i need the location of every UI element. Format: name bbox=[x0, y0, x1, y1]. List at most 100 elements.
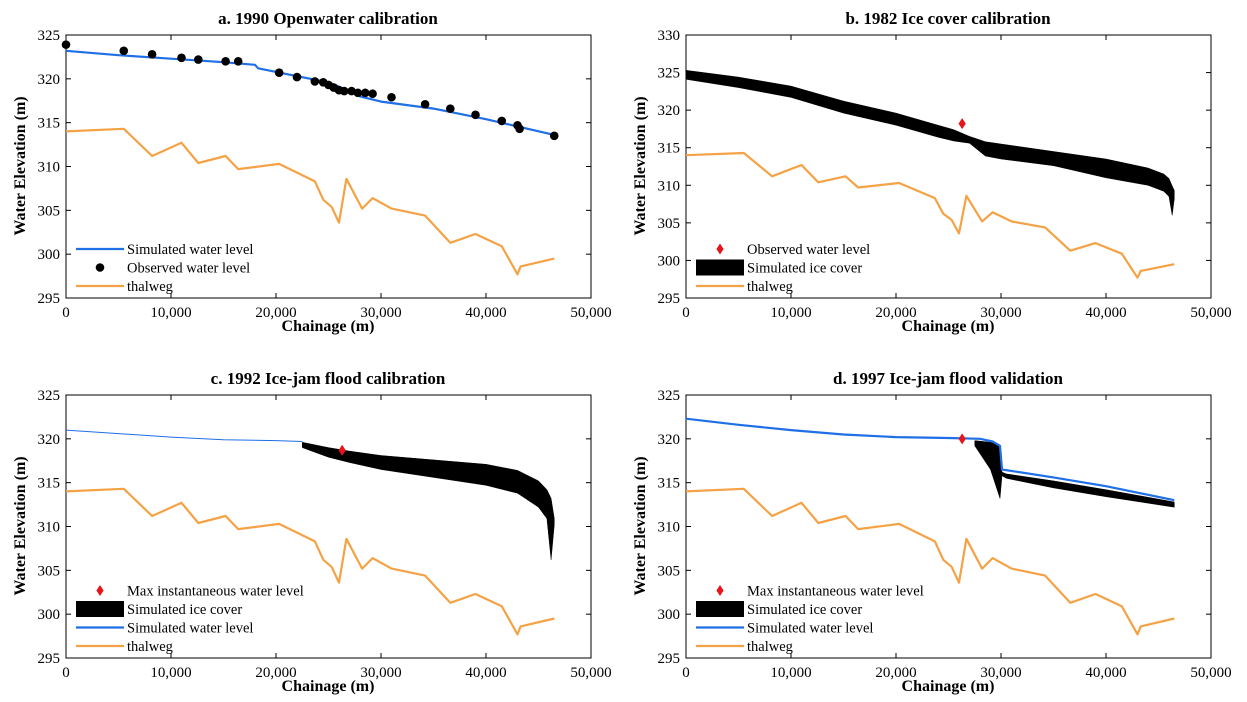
y-tick-label: 320 bbox=[658, 103, 681, 119]
y-tick-label: 300 bbox=[658, 253, 681, 269]
x-tick-label: 20,000 bbox=[255, 665, 296, 681]
x-tick-label: 10,000 bbox=[150, 665, 191, 681]
y-tick-label: 295 bbox=[38, 651, 61, 667]
observed-point bbox=[387, 92, 396, 102]
y-tick-label: 295 bbox=[38, 291, 61, 307]
x-tick-label: 40,000 bbox=[465, 305, 506, 321]
y-tick-label: 320 bbox=[658, 432, 681, 448]
y-axis-label: Water Elevation (m) bbox=[12, 96, 29, 235]
legend-label: thalweg bbox=[747, 639, 793, 655]
x-tick-label: 40,000 bbox=[1085, 305, 1126, 321]
observed-point bbox=[119, 46, 129, 56]
x-tick-label: 0 bbox=[682, 305, 690, 321]
y-tick-label: 295 bbox=[658, 651, 681, 667]
y-tick-label: 300 bbox=[38, 607, 61, 623]
legend-swatch-diamond bbox=[716, 585, 724, 596]
legend-label: Observed water level bbox=[127, 261, 250, 277]
panel-title: a. 1990 Openwater calibration bbox=[218, 9, 438, 28]
panel-b: b. 1982 Ice cover calibration Chainage (… bbox=[632, 9, 1232, 335]
y-axis-label: Water Elevation (m) bbox=[632, 96, 649, 235]
water-level-line bbox=[685, 417, 1175, 502]
x-tick-label: 30,000 bbox=[980, 305, 1021, 321]
observed-point bbox=[368, 89, 377, 99]
legend-label: Simulated ice cover bbox=[127, 602, 242, 618]
observed-point bbox=[292, 72, 302, 82]
observed-point bbox=[177, 53, 186, 63]
observed-point bbox=[274, 68, 284, 77]
x-tick-label: 30,000 bbox=[360, 665, 401, 681]
x-tick-label: 20,000 bbox=[875, 305, 916, 321]
legend-label: Max instantaneous water level bbox=[747, 584, 924, 600]
x-tick-label: 20,000 bbox=[875, 665, 916, 681]
panel-c: c. 1992 Ice-jam flood calibration Chaina… bbox=[12, 369, 612, 695]
y-tick-label: 310 bbox=[38, 520, 61, 536]
y-tick-label: 305 bbox=[658, 563, 681, 579]
y-tick-label: 325 bbox=[38, 28, 61, 44]
legend-swatch-dot bbox=[95, 263, 105, 272]
y-tick-label: 310 bbox=[658, 520, 681, 536]
axes-box bbox=[685, 394, 1212, 659]
water-level-line bbox=[65, 429, 303, 442]
x-tick-label: 40,000 bbox=[1085, 665, 1126, 681]
x-tick-label: 50,000 bbox=[570, 305, 611, 321]
panel-title: c. 1992 Ice-jam flood calibration bbox=[211, 369, 446, 388]
y-tick-label: 315 bbox=[658, 141, 681, 157]
legend-swatch-diamond bbox=[716, 243, 724, 255]
thalweg-line bbox=[65, 127, 555, 276]
panel-title: d. 1997 Ice-jam flood validation bbox=[833, 369, 1064, 388]
observed-point bbox=[549, 131, 559, 141]
legend-swatch-block bbox=[696, 601, 744, 617]
x-tick-label: 0 bbox=[62, 305, 70, 321]
observed-point bbox=[420, 99, 430, 109]
observed-point bbox=[221, 57, 230, 66]
observed-point bbox=[310, 77, 320, 86]
observed-point bbox=[515, 124, 524, 134]
x-axis-label: Chainage (m) bbox=[902, 318, 995, 335]
legend-label: thalweg bbox=[127, 639, 173, 655]
legend-label: Simulated water level bbox=[747, 621, 873, 637]
x-tick-label: 0 bbox=[62, 665, 70, 681]
y-tick-label: 315 bbox=[658, 476, 681, 492]
y-tick-label: 295 bbox=[658, 291, 681, 307]
legend-label: thalweg bbox=[127, 279, 173, 295]
panel-d: d. 1997 Ice-jam flood validation Chainag… bbox=[632, 369, 1232, 695]
panel-a: a. 1990 Openwater calibration Chainage (… bbox=[12, 9, 612, 335]
legend-label: Simulated water level bbox=[127, 621, 253, 637]
observed-point bbox=[61, 40, 71, 49]
x-tick-label: 10,000 bbox=[770, 665, 811, 681]
x-tick-label: 40,000 bbox=[465, 665, 506, 681]
legend-label: Max instantaneous water level bbox=[127, 584, 304, 600]
thalweg-line bbox=[65, 487, 555, 636]
x-tick-label: 10,000 bbox=[150, 305, 191, 321]
y-tick-label: 330 bbox=[658, 28, 681, 44]
thalweg-line bbox=[685, 151, 1175, 279]
y-tick-label: 320 bbox=[38, 72, 61, 88]
max-water-level-marker bbox=[338, 444, 346, 456]
legend-swatch-block bbox=[696, 259, 744, 276]
legend-label: thalweg bbox=[747, 279, 793, 295]
y-tick-label: 300 bbox=[658, 607, 681, 623]
observed-point bbox=[147, 49, 157, 59]
x-tick-label: 30,000 bbox=[360, 305, 401, 321]
y-tick-label: 315 bbox=[38, 476, 61, 492]
y-tick-label: 315 bbox=[38, 116, 61, 132]
ice-cover-band bbox=[974, 440, 1175, 508]
x-axis-label: Chainage (m) bbox=[282, 678, 375, 695]
thalweg-line bbox=[685, 487, 1175, 636]
axes-box bbox=[65, 34, 592, 299]
y-tick-label: 325 bbox=[658, 66, 681, 82]
x-tick-label: 0 bbox=[682, 665, 690, 681]
legend-label: Observed water level bbox=[747, 242, 870, 258]
axes-box bbox=[685, 34, 1212, 299]
y-tick-label: 305 bbox=[658, 216, 681, 232]
observed-point bbox=[446, 104, 455, 113]
ice-cover-band bbox=[302, 441, 555, 560]
x-tick-label: 20,000 bbox=[255, 305, 296, 321]
y-tick-label: 305 bbox=[38, 203, 61, 219]
ice-cover-band bbox=[685, 70, 1175, 216]
legend-swatch-block bbox=[76, 601, 124, 617]
max-water-level-marker bbox=[958, 433, 966, 445]
observed-point bbox=[194, 55, 203, 64]
max-water-level-marker bbox=[958, 118, 966, 130]
